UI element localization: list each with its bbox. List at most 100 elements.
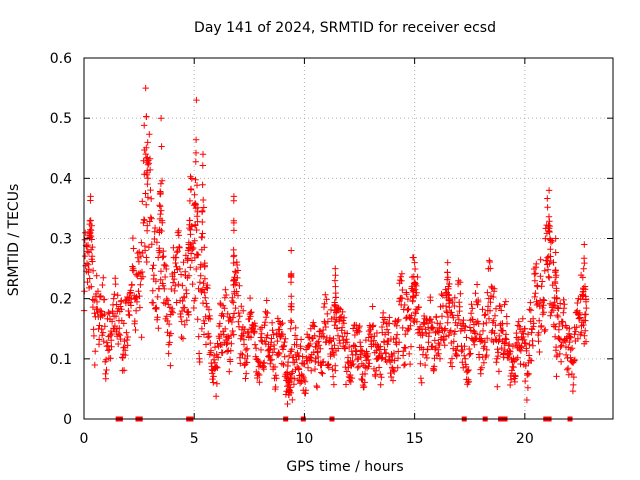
data-point bbox=[192, 295, 199, 302]
data-point bbox=[344, 354, 352, 361]
data-point bbox=[130, 245, 137, 252]
data-point bbox=[361, 370, 369, 378]
data-point bbox=[212, 393, 220, 400]
data-point bbox=[132, 307, 140, 314]
data-point bbox=[326, 334, 334, 342]
data-point bbox=[427, 297, 434, 304]
data-point bbox=[320, 358, 327, 365]
data-point bbox=[439, 292, 446, 299]
data-point bbox=[553, 287, 560, 295]
data-point bbox=[397, 273, 404, 280]
data-point bbox=[230, 331, 237, 338]
data-point bbox=[547, 246, 554, 253]
data-point bbox=[142, 150, 149, 158]
data-point bbox=[200, 196, 207, 204]
data-point bbox=[214, 340, 221, 347]
data-point bbox=[237, 350, 245, 357]
data-point bbox=[138, 239, 145, 246]
data-point bbox=[124, 333, 131, 341]
data-point bbox=[515, 318, 522, 325]
data-point bbox=[342, 381, 350, 388]
data-point bbox=[484, 289, 491, 296]
data-point bbox=[245, 328, 252, 335]
data-point bbox=[462, 363, 470, 370]
data-point bbox=[192, 149, 200, 157]
y-tick-label: 0.3 bbox=[50, 232, 72, 248]
data-point bbox=[566, 325, 573, 332]
data-point bbox=[276, 326, 283, 333]
data-point bbox=[124, 342, 131, 349]
data-point bbox=[190, 304, 197, 312]
data-point bbox=[90, 326, 97, 333]
data-point bbox=[96, 322, 103, 329]
data-point bbox=[425, 339, 432, 346]
data-point bbox=[332, 265, 339, 272]
data-point bbox=[144, 194, 152, 201]
data-point bbox=[540, 297, 548, 304]
data-point bbox=[559, 318, 566, 326]
data-point bbox=[258, 337, 265, 344]
data-point bbox=[486, 258, 493, 266]
data-point bbox=[256, 379, 263, 386]
data-point bbox=[398, 295, 406, 302]
y-tick-label: 0.1 bbox=[50, 352, 72, 368]
data-point bbox=[502, 298, 509, 305]
data-point bbox=[461, 327, 468, 334]
data-point bbox=[443, 289, 450, 296]
data-point bbox=[310, 319, 317, 326]
data-point bbox=[557, 358, 565, 365]
data-point bbox=[191, 200, 199, 207]
data-point bbox=[453, 351, 461, 359]
data-point bbox=[401, 301, 408, 309]
data-point bbox=[261, 319, 269, 326]
data-point bbox=[247, 334, 255, 341]
data-point bbox=[197, 272, 204, 279]
data-point bbox=[194, 316, 201, 323]
data-point bbox=[170, 244, 177, 251]
data-point bbox=[144, 154, 151, 161]
data-point bbox=[412, 286, 419, 293]
data-point bbox=[488, 329, 495, 336]
data-point bbox=[338, 324, 346, 331]
data-point bbox=[385, 329, 392, 336]
data-point bbox=[151, 235, 158, 243]
data-point bbox=[547, 312, 554, 319]
data-point bbox=[404, 306, 411, 314]
data-point bbox=[154, 314, 161, 321]
data-point bbox=[475, 298, 482, 306]
data-point bbox=[373, 347, 380, 354]
data-point bbox=[164, 329, 171, 336]
data-point bbox=[287, 317, 295, 324]
data-point bbox=[510, 363, 517, 371]
data-point bbox=[483, 346, 490, 354]
data-point bbox=[383, 326, 391, 333]
data-point bbox=[365, 363, 372, 370]
data-point bbox=[324, 310, 331, 318]
data-point bbox=[126, 290, 133, 297]
data-point bbox=[157, 210, 164, 218]
data-point bbox=[466, 345, 473, 353]
data-point bbox=[469, 305, 476, 312]
data-point bbox=[493, 355, 501, 362]
data-point bbox=[313, 382, 320, 390]
data-point bbox=[472, 330, 479, 337]
data-point bbox=[582, 327, 589, 334]
data-point bbox=[370, 337, 377, 344]
data-point bbox=[496, 332, 503, 340]
data-point bbox=[233, 261, 241, 269]
data-point bbox=[447, 359, 454, 366]
data-point bbox=[273, 375, 280, 382]
data-point bbox=[570, 373, 577, 381]
data-point bbox=[205, 306, 213, 313]
data-point bbox=[460, 316, 467, 324]
data-point bbox=[242, 375, 249, 382]
data-point bbox=[107, 332, 114, 339]
data-point bbox=[224, 310, 231, 318]
data-point bbox=[109, 309, 116, 317]
data-point bbox=[527, 299, 534, 306]
data-point bbox=[232, 304, 239, 312]
data-point bbox=[349, 357, 356, 365]
data-point bbox=[356, 322, 363, 330]
data-point bbox=[227, 358, 234, 365]
data-point bbox=[523, 347, 530, 355]
